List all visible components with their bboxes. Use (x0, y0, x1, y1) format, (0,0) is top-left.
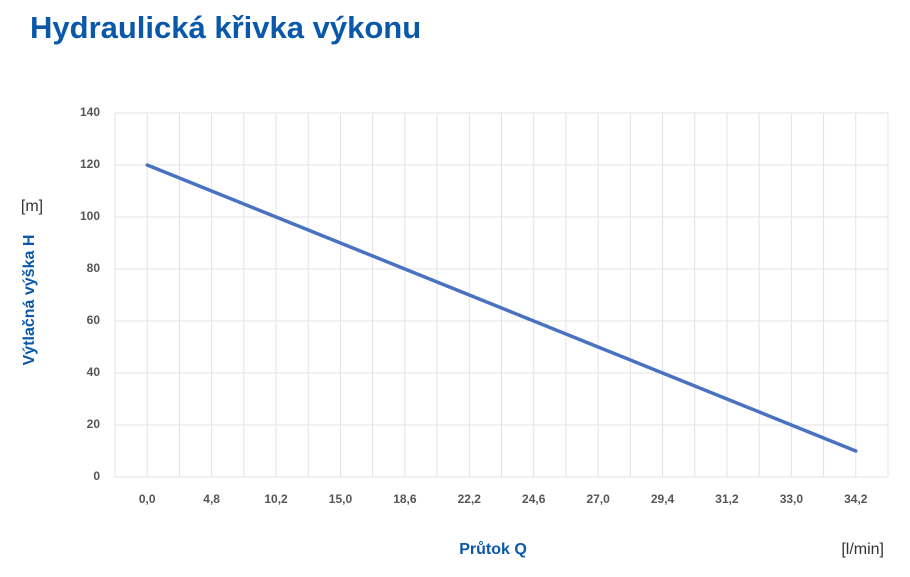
chart-title: Hydraulická křivka výkonu (30, 10, 421, 45)
y-unit: [m] (21, 198, 43, 215)
y-tick-label: 60 (87, 313, 101, 327)
x-axis-label: Průtok Q (459, 541, 527, 558)
y-tick-label: 100 (80, 209, 100, 223)
x-unit: [l/min] (841, 541, 884, 558)
x-tick-label: 34,2 (844, 492, 868, 506)
x-tick-label: 4,8 (203, 492, 220, 506)
y-axis-label: Výtlačná výška H (21, 235, 38, 366)
x-tick-label: 10,2 (264, 492, 288, 506)
y-tick-label: 0 (93, 469, 100, 483)
x-tick-label: 27,0 (586, 492, 610, 506)
x-tick-label: 29,4 (651, 492, 675, 506)
x-tick-label: 0,0 (139, 492, 156, 506)
y-tick-label: 40 (87, 365, 101, 379)
x-tick-label: 24,6 (522, 492, 546, 506)
x-tick-label: 33,0 (780, 492, 804, 506)
y-tick-label: 140 (80, 105, 100, 119)
x-tick-label: 18,6 (393, 492, 417, 506)
y-tick-label: 20 (87, 417, 101, 431)
x-tick-label: 31,2 (715, 492, 739, 506)
data-line (145, 163, 858, 453)
x-tick-label: 15,0 (329, 492, 353, 506)
y-tick-label: 120 (80, 157, 100, 171)
x-tick-label: 22,2 (458, 492, 482, 506)
y-tick-label: 80 (87, 261, 101, 275)
